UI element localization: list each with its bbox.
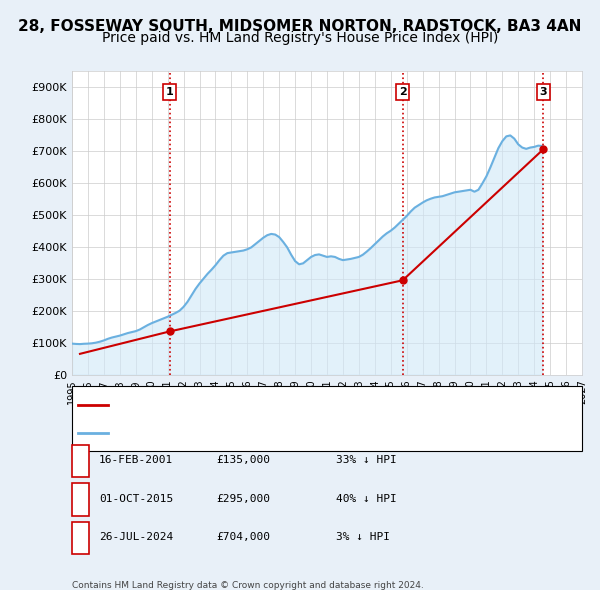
Text: 26-JUL-2024: 26-JUL-2024	[99, 532, 173, 542]
Text: 3: 3	[539, 87, 547, 97]
Text: 33% ↓ HPI: 33% ↓ HPI	[336, 455, 397, 465]
Text: 28, FOSSEWAY SOUTH, MIDSOMER NORTON, RADSTOCK, BA3 4AN: 28, FOSSEWAY SOUTH, MIDSOMER NORTON, RAD…	[19, 19, 581, 34]
Text: £135,000: £135,000	[216, 455, 270, 465]
Text: £295,000: £295,000	[216, 493, 270, 503]
Text: 28, FOSSEWAY SOUTH, MIDSOMER NORTON, RADSTOCK, BA3 4AN (detached house): 28, FOSSEWAY SOUTH, MIDSOMER NORTON, RAD…	[114, 399, 533, 409]
Text: 16-FEB-2001: 16-FEB-2001	[99, 455, 173, 465]
Text: 3: 3	[77, 532, 84, 542]
Text: HPI: Average price, detached house, Bath and North East Somerset: HPI: Average price, detached house, Bath…	[114, 428, 450, 438]
Text: Price paid vs. HM Land Registry's House Price Index (HPI): Price paid vs. HM Land Registry's House …	[102, 31, 498, 45]
Text: 2: 2	[399, 87, 407, 97]
Text: 2: 2	[77, 493, 84, 503]
Text: 40% ↓ HPI: 40% ↓ HPI	[336, 493, 397, 503]
Text: 1: 1	[166, 87, 173, 97]
Text: 3% ↓ HPI: 3% ↓ HPI	[336, 532, 390, 542]
Text: 01-OCT-2015: 01-OCT-2015	[99, 493, 173, 503]
Text: £704,000: £704,000	[216, 532, 270, 542]
Text: Contains HM Land Registry data © Crown copyright and database right 2024.: Contains HM Land Registry data © Crown c…	[72, 581, 424, 590]
Text: 1: 1	[77, 455, 84, 465]
